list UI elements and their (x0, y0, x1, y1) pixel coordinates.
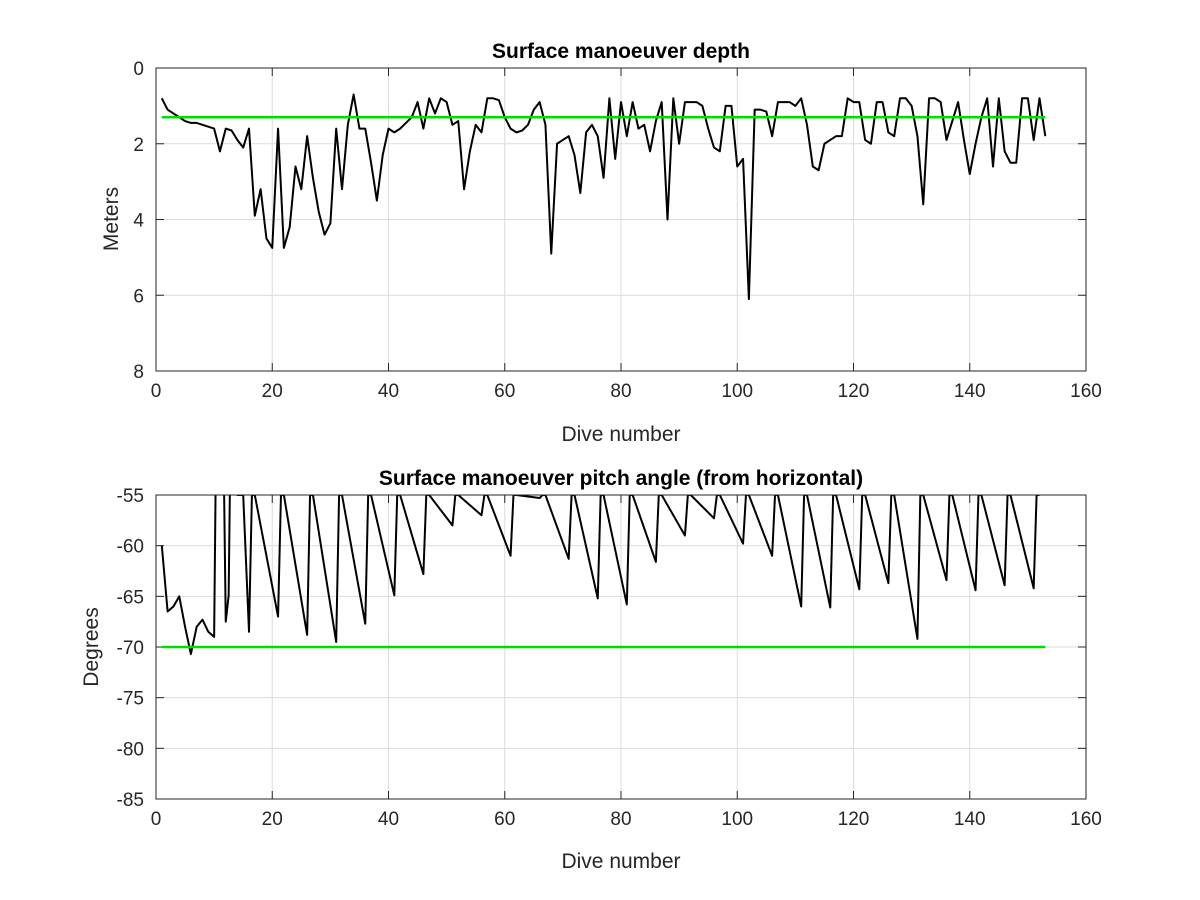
depth-chart-xtick-label: 80 (610, 381, 631, 402)
pitch-chart-frame (155, 494, 1087, 800)
depth-chart-xtick-label: 60 (494, 381, 515, 402)
pitch-chart-ytick-label: -85 (117, 790, 144, 811)
depth-chart: 0 20 40 60 80 100 120 140 160 0 2 4 6 8 Surface manoe… (100, 40, 1102, 446)
depth-chart-tick-labels: 0 20 40 60 80 100 120 140 160 0 2 4 6 8 (133, 59, 1101, 402)
pitch-chart-xtick-label: 40 (378, 809, 399, 830)
depth-chart-series (160, 93, 1047, 301)
pitch-chart-xtick-label: 100 (721, 809, 753, 830)
pitch-chart: 0 20 40 60 80 100 120 140 160 -55 -60 -65 -70 -75 -80 -… (80, 467, 1102, 873)
pitch-chart-ytick-label: -75 (117, 689, 144, 710)
pitch-chart-title: Surface manoeuver pitch angle (from hori… (379, 467, 863, 490)
depth-chart-xtick-label: 20 (262, 381, 283, 402)
pitch-chart-xtick-label: 120 (838, 809, 870, 830)
depth-chart-ytick-label: 8 (133, 362, 144, 383)
depth-chart-data-line (160, 93, 1047, 301)
pitch-chart-data-line (160, 495, 1040, 656)
pitch-chart-xtick-label: 20 (262, 809, 283, 830)
pitch-chart-ytick-label: -80 (117, 739, 144, 760)
pitch-chart-xtick-label: 80 (610, 809, 631, 830)
pitch-chart-tick-labels: 0 20 40 60 80 100 120 140 160 -55 -60 -65 -70 -75 -80 -… (117, 486, 1102, 830)
pitch-chart-xtick-label: 0 (151, 809, 162, 830)
pitch-chart-ytick-label: -60 (117, 537, 144, 558)
depth-chart-xlabel: Dive number (561, 423, 680, 446)
depth-chart-frame (155, 67, 1087, 372)
pitch-chart-series (160, 495, 1046, 656)
depth-chart-ytick-label: 6 (133, 286, 144, 307)
depth-chart-ytick-label: 0 (133, 59, 144, 80)
pitch-chart-xtick-label: 140 (954, 809, 986, 830)
pitch-chart-ytick-label: -65 (117, 587, 144, 608)
pitch-chart-xlabel: Dive number (561, 850, 680, 873)
pitch-chart-xtick-label: 160 (1070, 809, 1102, 830)
pitch-chart-xtick-label: 60 (494, 809, 515, 830)
pitch-chart-ytick-label: -70 (117, 638, 144, 659)
depth-chart-title: Surface manoeuver depth (492, 40, 750, 63)
depth-chart-ytick-label: 4 (133, 211, 144, 232)
depth-chart-xtick-label: 160 (1070, 381, 1102, 402)
depth-chart-xtick-label: 40 (378, 381, 399, 402)
depth-chart-xtick-label: 100 (721, 381, 753, 402)
depth-chart-xtick-label: 120 (838, 381, 870, 402)
depth-chart-ytick-label: 2 (133, 135, 144, 156)
pitch-chart-ylabel: Degrees (80, 607, 103, 686)
depth-chart-xtick-label: 140 (954, 381, 986, 402)
pitch-chart-ytick-label: -55 (117, 486, 144, 507)
depth-chart-xtick-label: 0 (151, 381, 162, 402)
depth-chart-ylabel: Meters (100, 187, 123, 251)
